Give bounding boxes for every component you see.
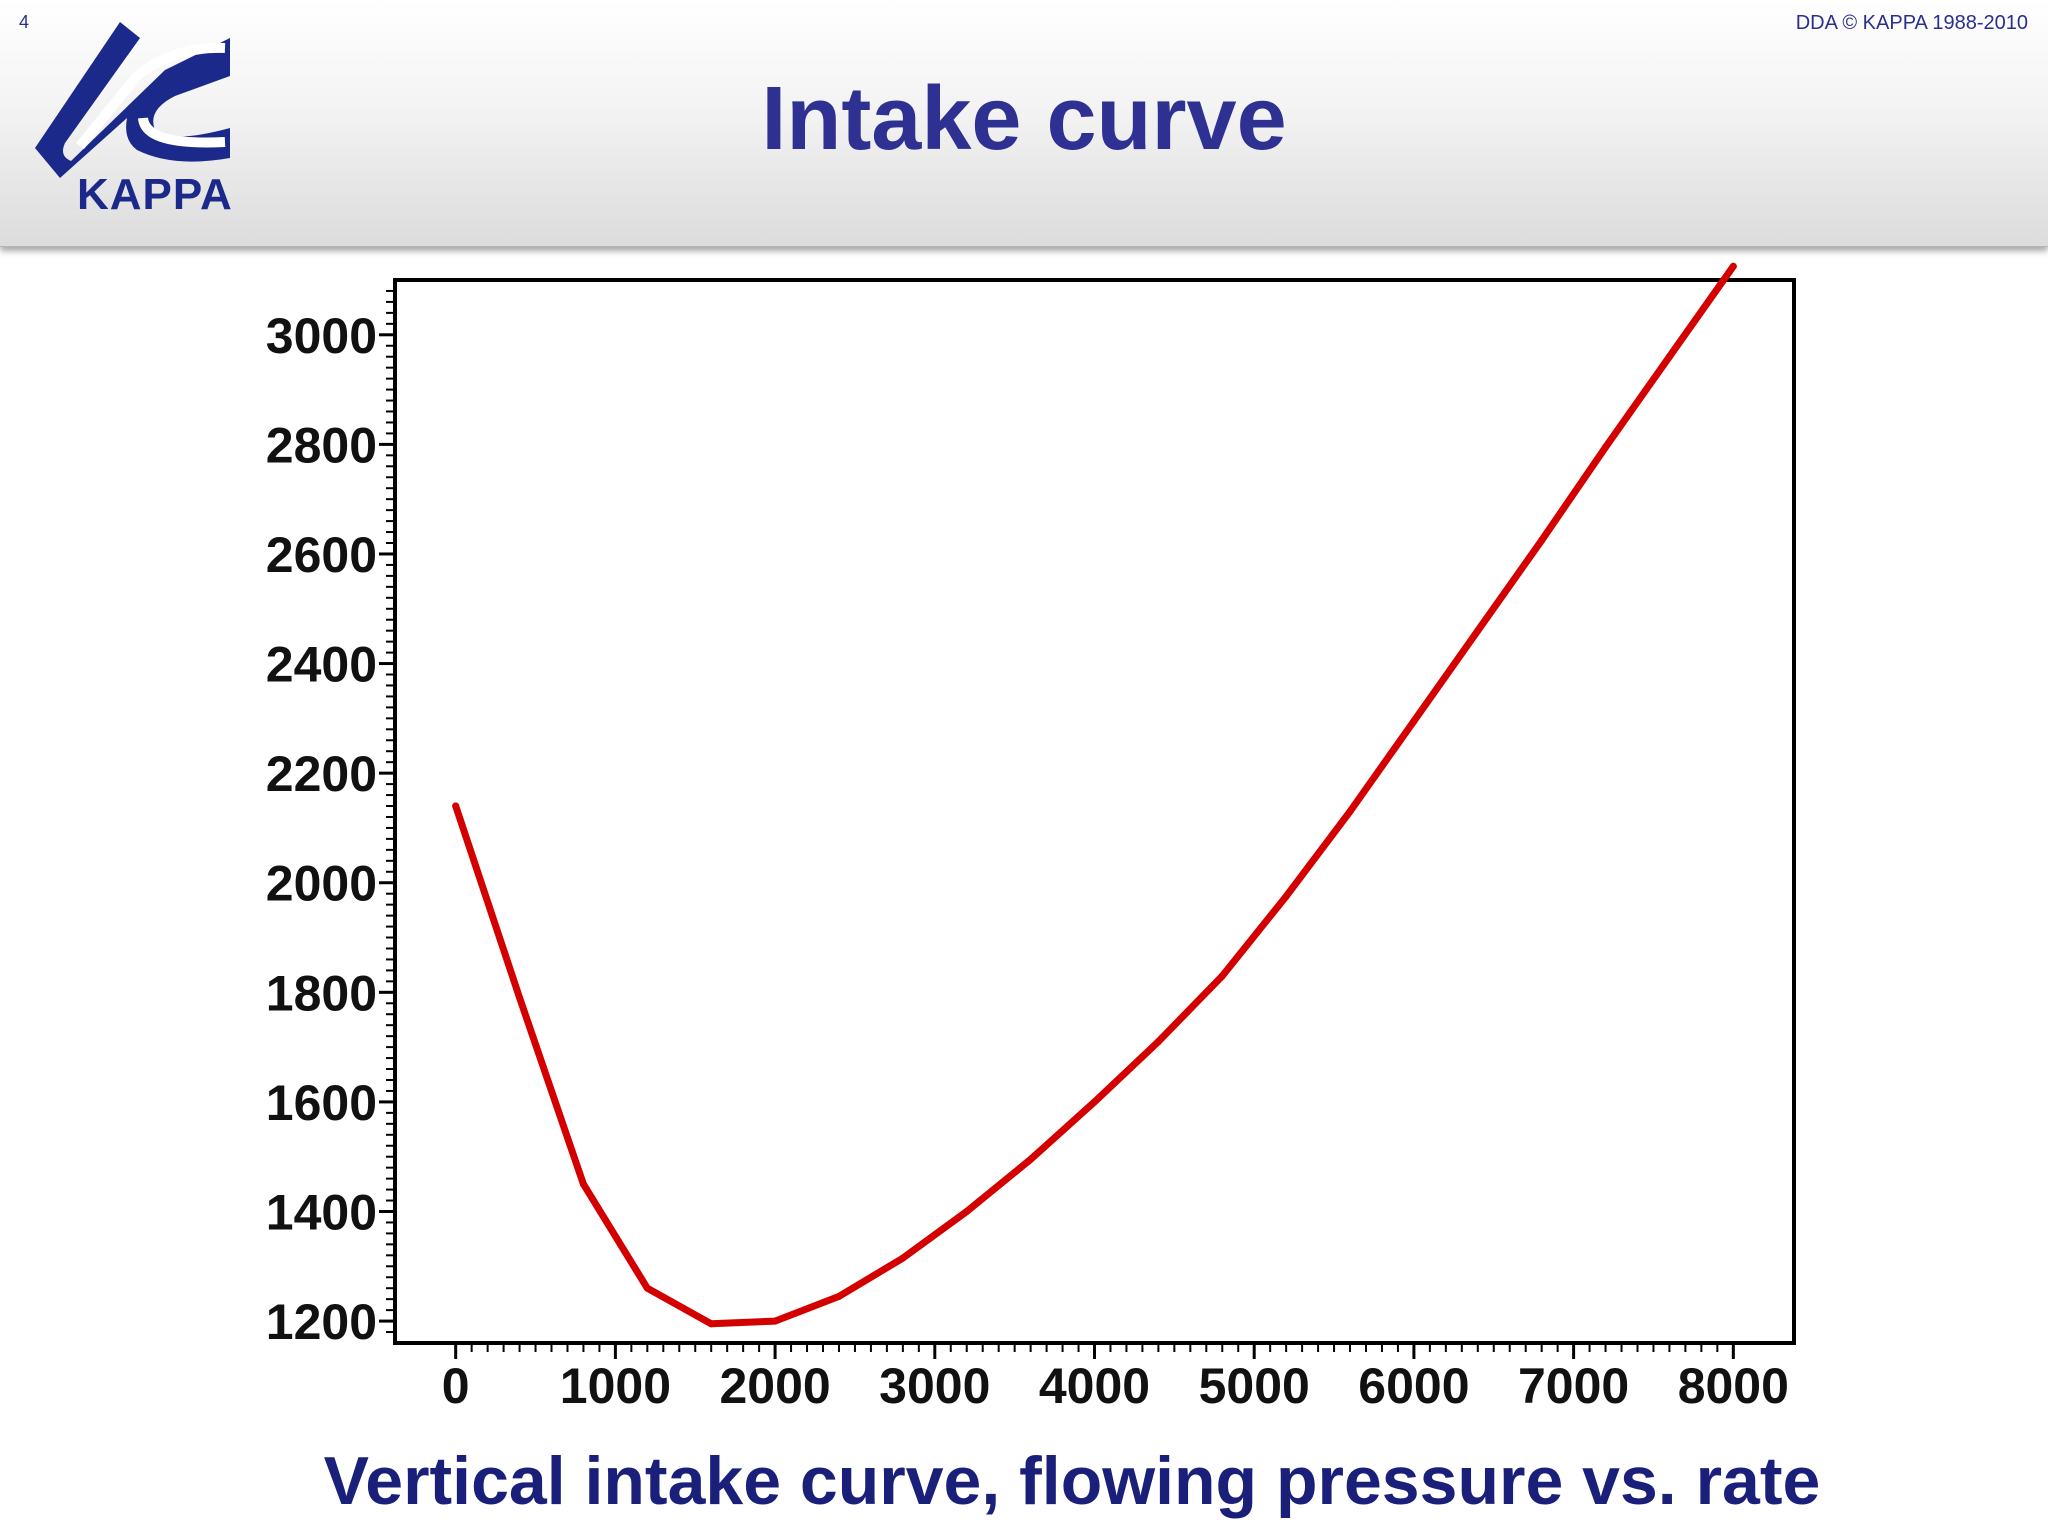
y-tick-label: 1200 <box>266 1294 377 1350</box>
slide-number: 4 <box>19 12 30 32</box>
data-point <box>1665 353 1673 361</box>
data-point <box>1729 262 1737 270</box>
data-point <box>579 1180 587 1188</box>
x-tick-label: 5000 <box>1199 1358 1310 1414</box>
y-tick-label: 1800 <box>266 965 377 1021</box>
x-tick-label: 0 <box>442 1358 470 1414</box>
kappa-logo-icon <box>35 22 230 178</box>
plot-area: 0 1000 2000 3000 4000 5000 6000 7000 8000 1200 140… <box>266 262 1796 1414</box>
data-point <box>1346 808 1354 815</box>
y-tick-label: 2200 <box>266 746 377 802</box>
data-point <box>707 1320 715 1328</box>
data-point <box>1410 717 1418 725</box>
data-point <box>1538 536 1546 544</box>
x-tick-label: 7000 <box>1518 1358 1629 1414</box>
y-tick-label: 2000 <box>266 856 377 912</box>
x-tick-label: 2000 <box>719 1358 830 1414</box>
y-tick-label: 2400 <box>266 637 377 693</box>
data-point <box>1027 1155 1035 1163</box>
y-tick-label: 3000 <box>266 308 377 364</box>
y-tick-label: 1600 <box>266 1075 377 1131</box>
y-tick-label: 1400 <box>266 1184 377 1240</box>
data-point <box>899 1254 907 1262</box>
y-tick-label: 2800 <box>266 417 377 473</box>
slide-header: 4 DDA © KAPPA 1988-2010 KAPPA Intake cur… <box>0 0 2048 247</box>
data-point <box>1218 972 1226 980</box>
copyright-text: DDA © KAPPA 1988-2010 <box>1795 12 2028 34</box>
x-tick-label: 4000 <box>1039 1358 1150 1414</box>
x-tick-label: 8000 <box>1678 1358 1789 1414</box>
slide-title: Intake curve <box>761 69 1287 169</box>
y-tick-label: 2600 <box>266 527 377 583</box>
x-tick-label: 1000 <box>560 1358 671 1414</box>
x-tick-label: 3000 <box>879 1358 990 1414</box>
data-point <box>1091 1098 1098 1106</box>
plot-frame <box>393 278 1796 1345</box>
data-point <box>963 1207 971 1215</box>
data-point <box>771 1317 779 1325</box>
data-point <box>452 802 460 810</box>
data-point <box>1474 627 1482 635</box>
data-point <box>1602 443 1610 451</box>
x-tick-label: 6000 <box>1358 1358 1469 1414</box>
data-point <box>835 1292 843 1300</box>
chart-caption: Vertical intake curve, flowing pressure … <box>323 1443 1821 1519</box>
data-point <box>516 994 524 1002</box>
data-point <box>643 1284 651 1292</box>
logo-text: KAPPA <box>77 170 233 219</box>
data-point <box>1282 892 1290 900</box>
data-point <box>1154 1038 1162 1046</box>
